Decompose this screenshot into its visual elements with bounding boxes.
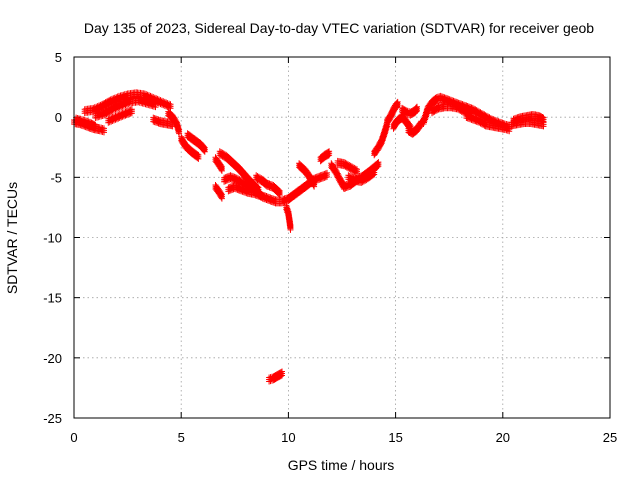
data-point-markers [253,172,283,198]
data-point-markers [341,159,382,192]
data-segment [81,89,174,117]
data-point-markers [81,89,174,117]
data-point-markers [399,103,421,119]
data-point-markers [317,148,333,165]
data-segment [463,111,513,135]
data-point-markers [73,114,99,132]
data-segment [212,154,225,174]
y-tick-label: -20 [43,351,62,366]
data-point-markers [283,202,294,233]
data-segment [317,148,333,165]
data-point-markers [384,98,401,127]
data-segment [165,108,183,137]
data-segment [266,368,285,385]
data-segment [405,118,425,138]
data-point-markers [296,160,318,190]
data-point-markers [334,157,361,177]
data-segment [399,103,421,119]
data-point-markers [105,106,135,126]
data-segment [508,117,547,130]
x-tick-label: 25 [603,430,617,445]
x-axis-label: GPS time / hours [288,457,395,473]
data-segment [150,114,176,130]
data-point-markers [225,182,264,201]
y-tick-label: -10 [43,231,62,246]
data-point-markers [212,182,225,202]
data-segment [92,95,159,121]
x-tick-label: 20 [496,430,510,445]
data-point-markers [184,130,208,155]
data-segment [371,119,391,159]
data-segment [283,202,294,233]
data-segment [334,157,361,177]
x-tick-label: 5 [178,430,185,445]
x-tick-label: 15 [388,430,402,445]
data-point-markers [212,154,225,174]
y-tick-label: 5 [55,50,62,65]
y-axis-label: SDTVAR / TECUs [4,182,20,294]
data-point-markers [371,119,391,159]
data-point-markers [178,133,202,162]
y-tick-label: -5 [50,170,62,185]
data-point-markers [150,114,176,130]
data-segment [384,98,401,127]
y-tick-label: -15 [43,291,62,306]
data-point-markers [92,95,159,121]
data-segment [105,106,135,126]
data-segment [73,114,99,132]
data-segment [212,182,225,202]
data-point-markers [266,368,285,385]
data-point-markers [328,160,348,192]
data-segment [178,133,202,162]
data-point-markers [463,111,513,135]
y-tick-label: -25 [43,411,62,426]
plot-frame [73,56,611,419]
x-tick-label: 10 [281,430,295,445]
x-tick-label: 0 [70,430,77,445]
data-point-markers [508,117,547,130]
data-segment [184,130,208,155]
data-points [71,89,547,385]
data-segment [328,160,348,192]
grid [74,57,610,418]
data-segment [253,172,283,198]
data-segment [341,159,382,192]
data-segment [296,160,318,190]
data-point-markers [165,108,183,137]
data-point-markers [405,118,425,138]
y-tick-label: 0 [55,110,62,125]
data-segment [225,182,264,201]
chart-title: Day 135 of 2023, Sidereal Day-to-day VTE… [84,20,594,36]
